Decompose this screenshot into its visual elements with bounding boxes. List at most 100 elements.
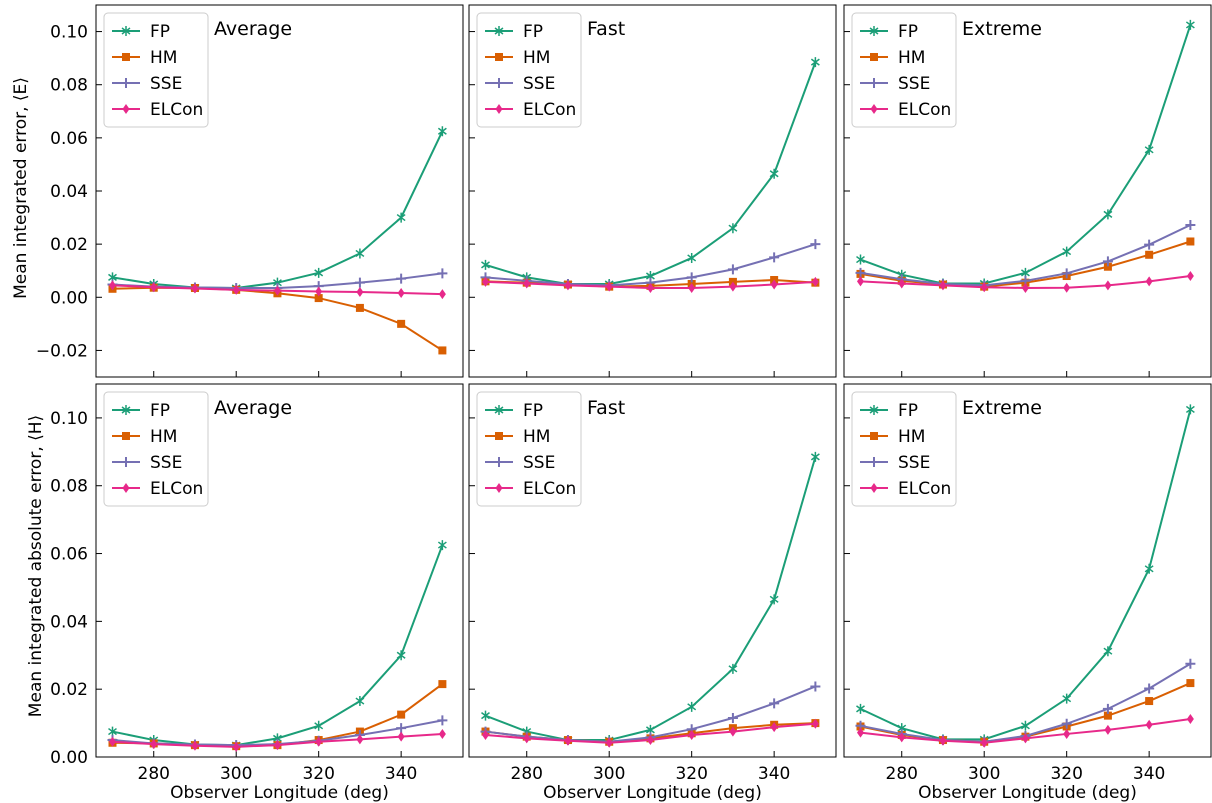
legend-marker-hm — [870, 53, 878, 61]
data-point-hm — [1145, 697, 1154, 706]
data-point-elcon — [811, 276, 819, 287]
data-point-elcon — [646, 735, 654, 746]
x-tick-label: 300 — [593, 764, 625, 784]
data-point-elcon — [688, 729, 696, 740]
y-tick-label: 0.10 — [50, 409, 88, 429]
legend-box — [103, 391, 209, 507]
legend-label-elcon: ELCon — [150, 100, 203, 120]
data-point-elcon — [646, 282, 654, 293]
legend-marker-fp — [121, 26, 131, 36]
data-point-fp — [1185, 404, 1195, 415]
data-point-fp — [728, 663, 738, 674]
data-point-fp — [1144, 144, 1154, 155]
data-point-elcon — [356, 286, 364, 297]
y-tick-label: −0.02 — [36, 341, 88, 361]
data-point-sse — [1102, 256, 1113, 267]
y-tick-label: 0.04 — [50, 612, 88, 632]
data-point-elcon — [108, 736, 116, 747]
panel-title: Average — [214, 397, 292, 419]
x-tick-label: 320 — [302, 764, 334, 784]
data-point-elcon — [1186, 271, 1194, 282]
data-point-elcon — [1186, 714, 1194, 725]
x-tick-label: 280 — [886, 764, 918, 784]
legend-marker-sse — [121, 78, 131, 88]
data-point-sse — [437, 715, 448, 726]
x-tick-label: 300 — [220, 764, 252, 784]
series-line-fp — [112, 130, 444, 289]
data-point-fp — [481, 259, 490, 270]
legend-marker-sse — [494, 457, 504, 467]
data-point-hm — [397, 319, 406, 328]
data-point-hm — [355, 303, 364, 312]
legend-label-elcon: ELCon — [898, 479, 951, 499]
legend-label-hm: HM — [150, 427, 177, 447]
panel-title: Extreme — [962, 18, 1042, 40]
data-point-elcon — [191, 740, 199, 751]
y-tick-label: 0.02 — [50, 235, 88, 255]
legend-marker-hm — [870, 432, 878, 440]
data-point-hm — [438, 346, 447, 355]
data-point-elcon — [438, 289, 446, 300]
y-tick-label: 0.08 — [50, 76, 88, 96]
plot-frame — [843, 383, 1212, 758]
legend-box — [476, 391, 582, 507]
data-point-sse — [1144, 239, 1155, 250]
legend-label-elcon: ELCon — [523, 100, 576, 120]
data-point-elcon — [1104, 280, 1112, 291]
data-point-sse — [810, 681, 821, 692]
legend-marker-sse — [869, 457, 879, 467]
data-point-elcon — [232, 284, 240, 295]
legend-marker-fp — [494, 26, 504, 36]
series-line-fp — [112, 544, 444, 747]
legend-marker-elcon — [870, 104, 878, 114]
legend-label-elcon: ELCon — [523, 479, 576, 499]
data-point-fp — [314, 267, 324, 278]
data-point-elcon — [605, 281, 613, 292]
legend-label-fp: FP — [150, 22, 170, 42]
legend-marker-hm — [122, 432, 130, 440]
x-axis-label: Observer Longitude (deg) — [918, 783, 1137, 803]
data-point-elcon — [1063, 728, 1071, 739]
legend-label-sse: SSE — [898, 74, 930, 94]
legend-label-sse: SSE — [523, 74, 555, 94]
data-point-sse — [810, 239, 821, 250]
data-point-hm — [397, 710, 406, 719]
data-point-sse — [1102, 703, 1113, 714]
data-point-elcon — [939, 735, 947, 746]
y-tick-label: 0.10 — [50, 23, 88, 43]
data-point-elcon — [523, 278, 531, 289]
x-tick-label: 320 — [1050, 764, 1082, 784]
data-point-sse — [769, 698, 780, 709]
legend-label-fp: FP — [150, 401, 170, 421]
y-axis-label-bottom: Mean integrated absolute error, ⟨H⟩ — [26, 415, 46, 717]
y-axis-label-top: Mean integrated error, ⟨E⟩ — [11, 77, 31, 299]
y-tick-label: 0.06 — [50, 129, 88, 149]
data-point-fp — [687, 701, 697, 712]
x-tick-label: 340 — [758, 764, 790, 784]
data-point-elcon — [150, 739, 158, 750]
data-point-fp — [1185, 19, 1195, 30]
data-point-hm — [1103, 262, 1112, 271]
data-point-fp — [396, 650, 406, 661]
data-point-elcon — [729, 726, 737, 737]
legend-label-fp: FP — [898, 22, 918, 42]
data-point-fp — [769, 594, 779, 605]
data-point-elcon — [1145, 276, 1153, 287]
data-point-sse — [1185, 220, 1196, 231]
data-point-elcon — [770, 722, 778, 733]
legend-marker-elcon — [122, 104, 130, 114]
data-point-sse — [354, 277, 365, 288]
legend-marker-fp — [869, 26, 879, 36]
legend-box — [851, 12, 957, 128]
plot-frame — [843, 4, 1212, 378]
data-point-fp — [1144, 563, 1154, 574]
data-point-elcon — [688, 282, 696, 293]
plot-frame — [468, 383, 837, 758]
plot-frame — [468, 4, 837, 378]
data-point-fp — [355, 696, 365, 707]
legend-box — [476, 12, 582, 128]
data-point-elcon — [729, 281, 737, 292]
data-point-elcon — [770, 279, 778, 290]
legend-label-hm: HM — [523, 427, 550, 447]
legend-marker-sse — [494, 78, 504, 88]
